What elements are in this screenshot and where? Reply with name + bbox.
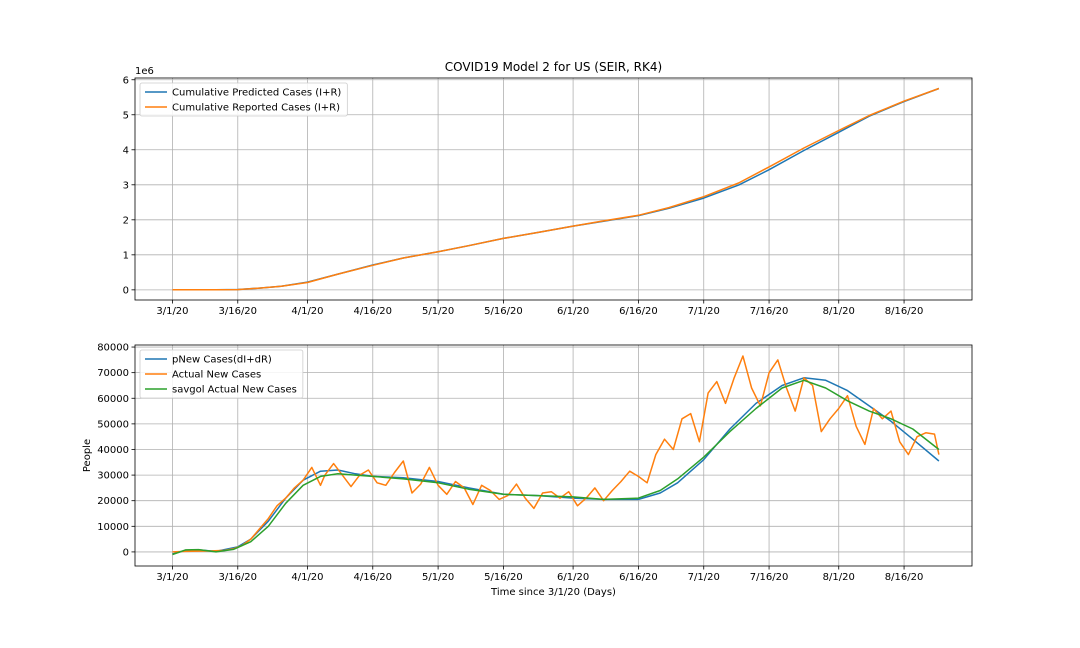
x-tick-label: 5/16/20 (484, 306, 523, 317)
x-tick-label: 5/16/20 (484, 572, 523, 583)
y-tick-label: 5 (123, 110, 129, 121)
x-tick-label: 3/16/20 (218, 306, 257, 317)
bottom-grid (135, 345, 972, 566)
y-tick-label: 30000 (97, 471, 129, 482)
legend-box (139, 82, 348, 117)
top-grid (135, 78, 972, 300)
x-tick-label: 5/1/20 (422, 572, 454, 583)
top-axes: COVID19 Model 2 for US (SEIR, RK4) 1e6 3… (123, 60, 973, 317)
y-tick-label: 6 (123, 75, 129, 86)
y-tick-label: 2 (123, 215, 129, 226)
y-offset-label: 1e6 (135, 66, 154, 77)
legend-entry: Cumulative Predicted Cases (I+R) (172, 88, 341, 99)
legend-entry: Cumulative Reported Cases (I+R) (172, 103, 340, 114)
x-tick-label: 4/16/20 (353, 306, 392, 317)
y-tick-label: 60000 (97, 394, 129, 405)
bottom-series-lines (172, 355, 940, 556)
x-tick-label: 3/16/20 (218, 572, 257, 583)
x-tick-label: 4/1/20 (291, 572, 323, 583)
bottom-axes: 3/1/20 3/16/20 4/1/20 4/16/20 5/1/20 5/16/20 6… (82, 343, 973, 598)
legend-box (139, 349, 304, 399)
legend-entry: savgol Actual New Cases (172, 385, 297, 396)
top-y-ticks: 0 1 2 3 4 5 6 (123, 75, 135, 296)
x-tick-label: 3/1/20 (156, 572, 188, 583)
y-axis-label: People (82, 439, 93, 472)
y-tick-label: 20000 (97, 496, 129, 507)
bottom-axes-frame (134, 344, 973, 567)
y-tick-label: 70000 (97, 368, 129, 379)
top-x-ticks: 3/1/20 3/16/20 4/1/20 4/16/20 5/1/20 5/16/20 6… (156, 300, 923, 317)
y-tick-label: 0 (123, 547, 129, 558)
x-tick-label: 4/16/20 (353, 572, 392, 583)
y-tick-label: 10000 (97, 522, 129, 533)
y-tick-label: 50000 (97, 419, 129, 430)
series-line (172, 379, 940, 556)
x-tick-label: 6/16/20 (619, 572, 658, 583)
y-tick-label: 4 (123, 145, 129, 156)
series-line (172, 355, 940, 553)
x-tick-label: 8/16/20 (885, 306, 924, 317)
top-series-lines (172, 87, 940, 291)
series-line (172, 87, 940, 291)
y-tick-label: 1 (123, 250, 129, 261)
x-axis-label: Time since 3/1/20 (Days) (490, 587, 616, 598)
x-tick-label: 7/16/20 (750, 572, 789, 583)
y-tick-label: 40000 (97, 445, 129, 456)
x-tick-label: 7/16/20 (750, 306, 789, 317)
series-line (172, 377, 940, 555)
x-tick-label: 8/16/20 (885, 572, 924, 583)
y-tick-label: 3 (123, 180, 129, 191)
top-legend: Cumulative Predicted Cases (I+R) Cumulati… (139, 82, 348, 117)
x-tick-label: 8/1/20 (823, 572, 855, 583)
series-line (172, 87, 940, 291)
legend-entry: Actual New Cases (172, 370, 261, 381)
x-tick-label: 6/1/20 (557, 306, 589, 317)
y-tick-label: 80000 (97, 343, 129, 354)
x-tick-label: 6/16/20 (619, 306, 658, 317)
bottom-x-ticks: 3/1/20 3/16/20 4/1/20 4/16/20 5/1/20 5/16/20 6… (156, 566, 923, 583)
x-tick-label: 7/1/20 (688, 572, 720, 583)
top-axes-frame (134, 77, 973, 301)
legend-entry: pNew Cases(dI+dR) (172, 355, 272, 366)
x-tick-label: 5/1/20 (422, 306, 454, 317)
x-tick-label: 4/1/20 (291, 306, 323, 317)
bottom-y-ticks: 0 10000 20000 30000 40000 50000 60000 70000 8000… (97, 343, 135, 558)
x-tick-label: 3/1/20 (156, 306, 188, 317)
chart-title: COVID19 Model 2 for US (SEIR, RK4) (445, 60, 662, 74)
bottom-legend: pNew Cases(dI+dR) Actual New Cases savgol … (139, 349, 304, 399)
x-tick-label: 8/1/20 (823, 306, 855, 317)
y-tick-label: 0 (123, 285, 129, 296)
x-tick-label: 7/1/20 (688, 306, 720, 317)
x-tick-label: 6/1/20 (557, 572, 589, 583)
